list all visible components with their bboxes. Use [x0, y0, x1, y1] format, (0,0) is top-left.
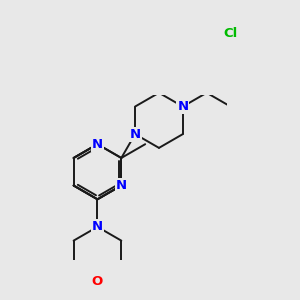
Text: N: N	[92, 220, 103, 233]
Text: N: N	[130, 128, 141, 141]
Text: O: O	[92, 275, 103, 289]
Text: Cl: Cl	[224, 27, 238, 40]
Text: N: N	[177, 100, 188, 113]
Text: N: N	[116, 179, 127, 192]
Text: N: N	[92, 138, 103, 151]
